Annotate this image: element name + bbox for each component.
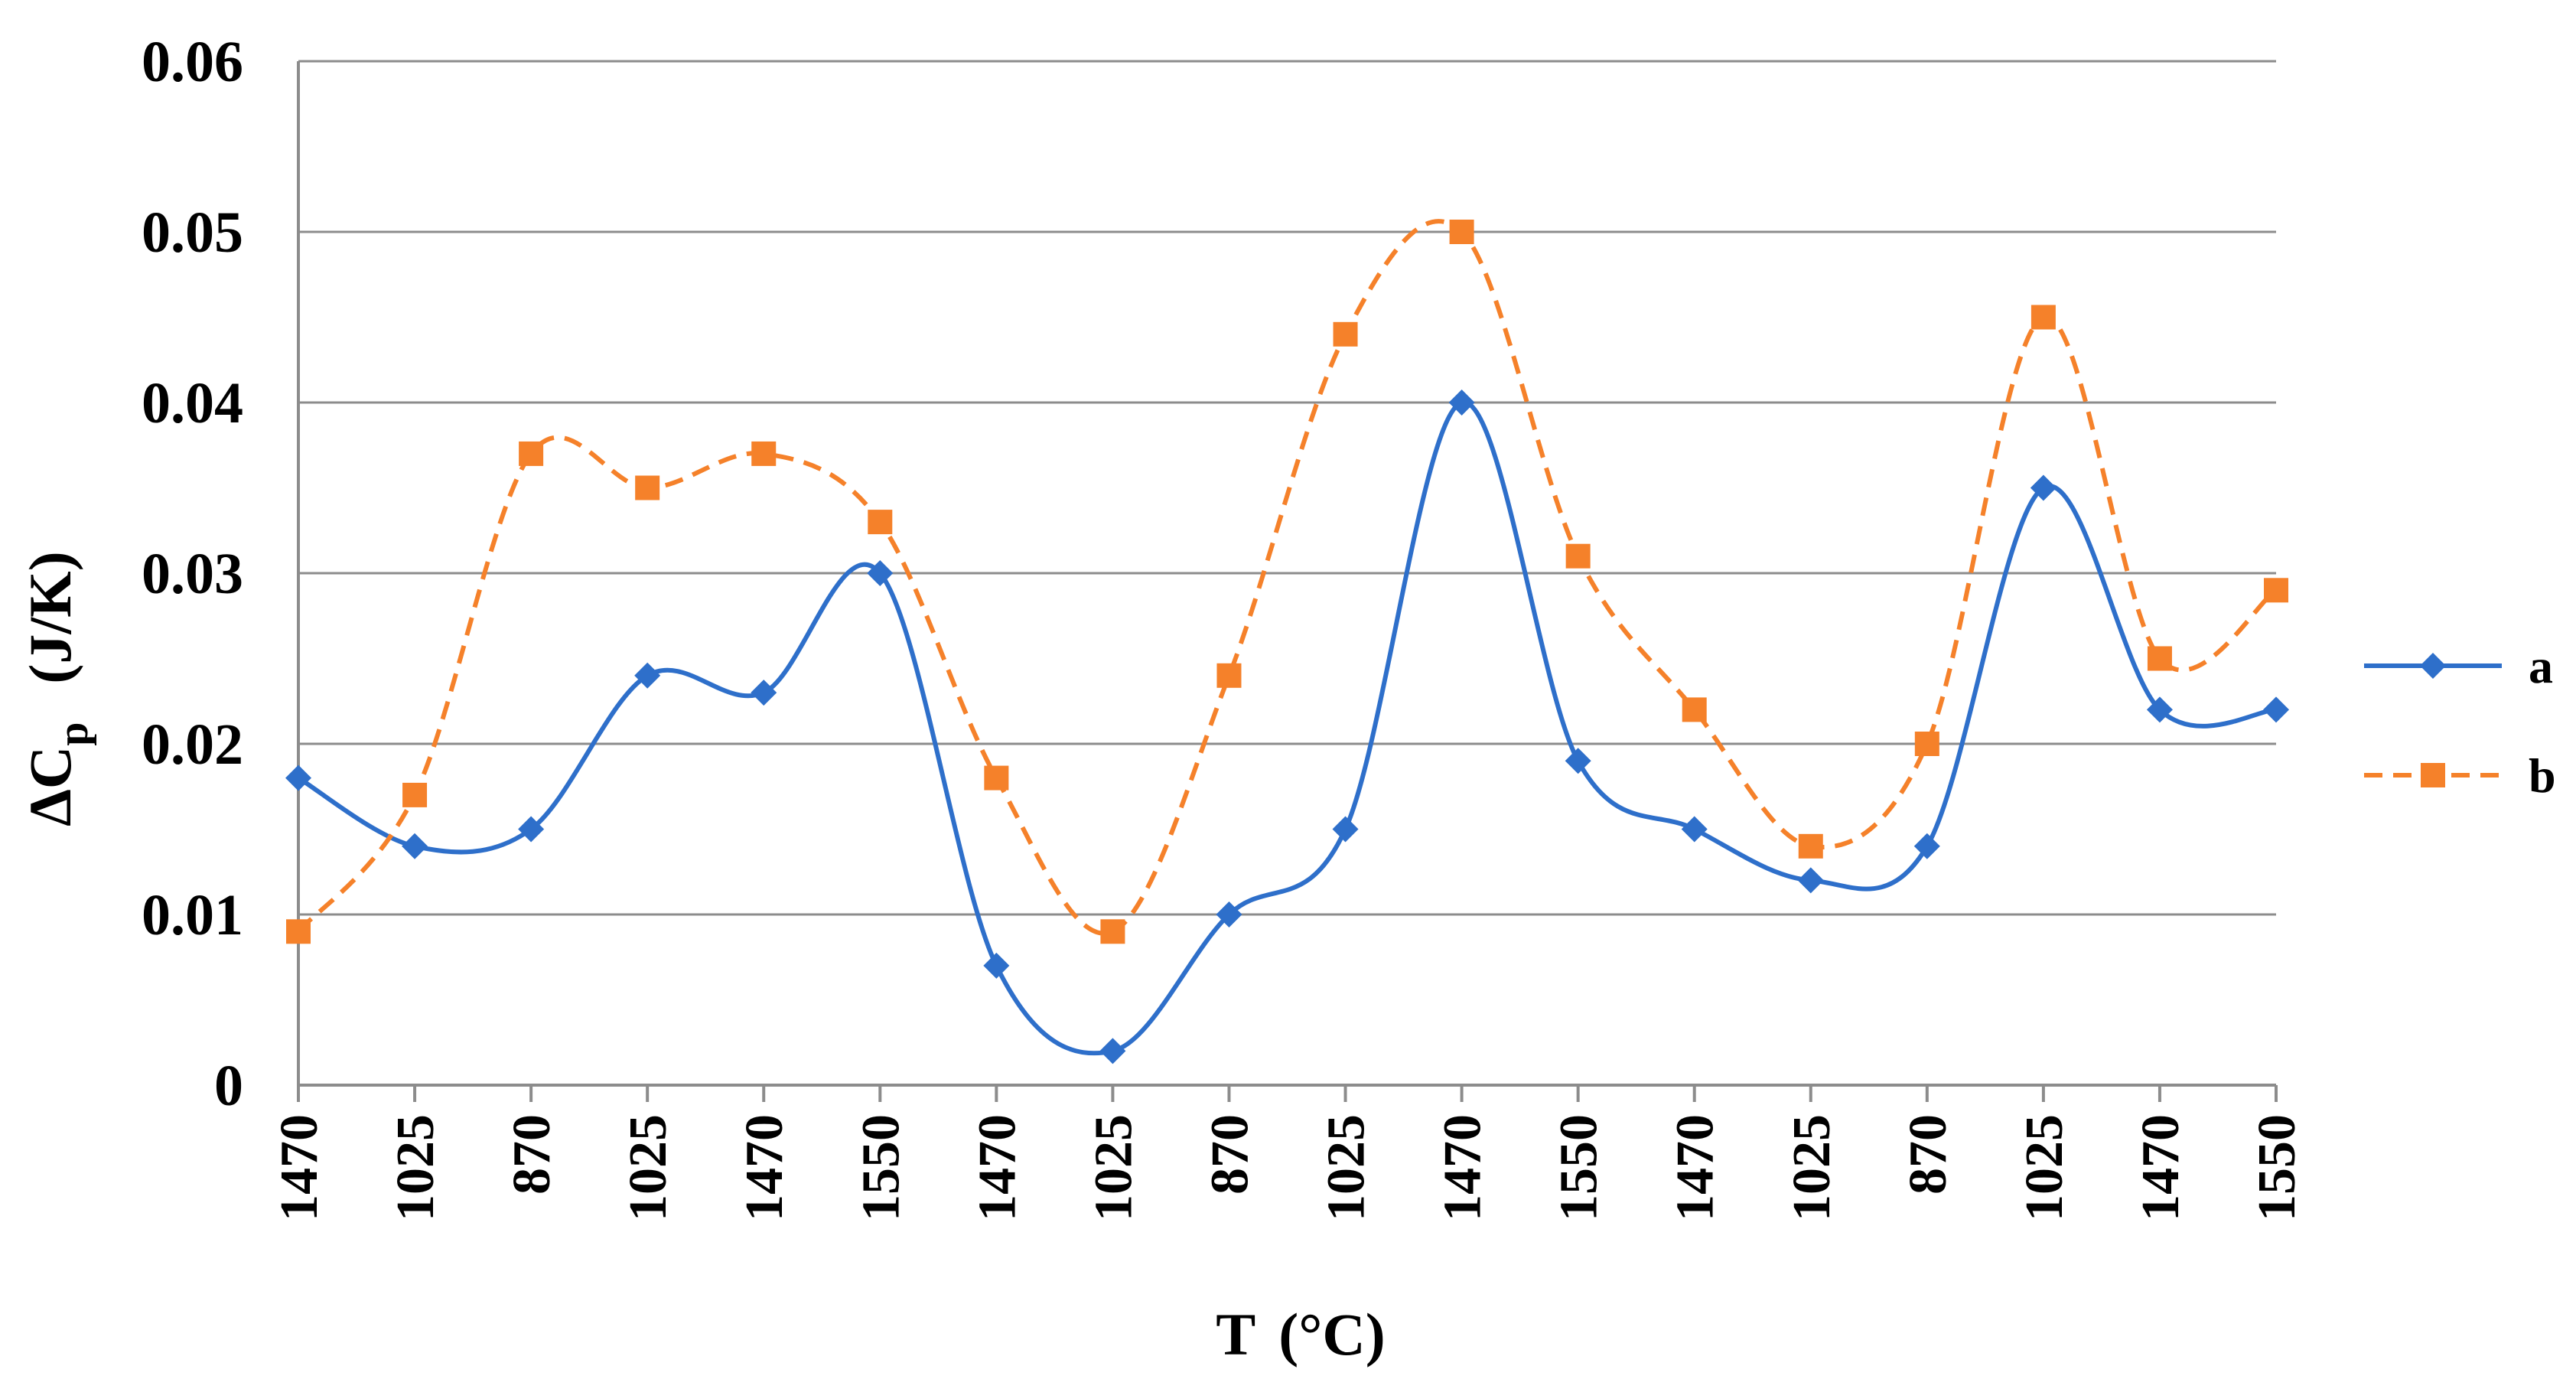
x-tick-label: 1025 [2015,1114,2074,1221]
y-tick-label: 0.03 [142,542,243,606]
x-tick-label: 1470 [735,1114,794,1221]
legend-marker [2421,763,2445,787]
x-tick-labels: 1470 1025 870 1025 1470 1550 1470 1025 870 1025 14… [270,1085,2307,1221]
x-tick-label: 1550 [2248,1114,2307,1221]
x-tick-label: 1470 [1666,1114,1725,1221]
x-tick-label: 1550 [852,1114,910,1221]
y-tick-label: 0 [214,1054,243,1118]
data-point-a [634,662,661,689]
legend-label: b [2529,748,2556,803]
data-point-a [285,764,311,791]
y-axis-symbol: ΔC [17,746,83,826]
data-point-b [1100,919,1125,944]
data-point-b [286,919,311,944]
data-point-a [1332,816,1359,843]
data-point-b [984,765,1009,791]
y-axis-title: ΔCp (J/K) [17,551,97,826]
data-point-b [1216,663,1242,688]
data-point-a [1216,901,1242,927]
data-point-a [2263,696,2289,723]
data-point-b [2031,305,2056,330]
gridlines [298,60,2276,916]
y-axis-unit: (J/K) [17,551,83,683]
axes [297,61,2276,1087]
y-tick-label: 0.04 [142,371,243,435]
x-tick-label: 870 [1899,1114,1958,1195]
data-point-a [1448,390,1475,416]
data-point-b [1565,543,1591,569]
x-tick-label: 1025 [386,1114,445,1221]
data-point-a [867,560,894,586]
x-tick-label: 1470 [2131,1114,2190,1221]
data-point-a [1797,867,1824,894]
data-point-a [1913,833,1940,859]
data-point-a [1681,816,1708,843]
x-tick-label: 870 [503,1114,562,1195]
y-tick-label: 0.01 [142,883,243,947]
data-point-b [2147,646,2172,671]
data-point-a [1099,1038,1126,1064]
data-point-a [1565,748,1591,774]
data-point-b [1914,732,1939,756]
data-point-a [751,680,777,706]
data-point-b [519,441,544,466]
data-point-a [518,816,545,843]
x-axis-symbol: T [1216,1301,1255,1368]
data-point-a [2030,474,2057,501]
series-a [285,390,2289,1064]
x-tick-label: 1025 [619,1114,678,1221]
y-tick-label: 0.06 [142,30,243,94]
x-tick-label: 1470 [270,1114,329,1221]
x-tick-label: 870 [1200,1114,1259,1195]
data-point-b [1333,321,1358,347]
legend-marker [2420,653,2446,679]
data-point-b [1798,833,1823,859]
x-tick-label: 1025 [1084,1114,1143,1221]
y-tick-label: 0.05 [142,200,243,265]
data-point-a [2146,696,2173,723]
series-b [286,219,2288,944]
x-tick-label: 1470 [1434,1114,1493,1221]
x-tick-label: 1025 [1317,1114,1376,1221]
y-axis-subscript: p [50,722,97,746]
legend-entry-a: a [2364,639,2553,693]
x-tick-label: 1025 [1783,1114,1842,1221]
data-point-b [2264,578,2288,603]
legend-label: a [2529,639,2553,693]
x-axis-unit: (°C) [1278,1301,1385,1368]
y-tick-labels: 0 0.01 0.02 0.03 0.04 0.05 0.06 [142,30,243,1118]
data-point-a [402,833,428,859]
data-point-b [868,510,893,535]
x-tick-label: 1470 [968,1114,1027,1221]
series-line-b [296,219,2278,936]
data-point-b [1682,697,1707,722]
data-point-b [751,441,777,466]
data-point-a [983,952,1010,979]
data-point-b [635,475,660,500]
x-axis-title: T (°C) [1216,1301,1386,1368]
y-tick-label: 0.02 [142,712,243,777]
legend-entry-b: b [2364,748,2556,803]
series-layer [285,219,2289,1064]
x-tick-label: 1550 [1550,1114,1609,1221]
data-point-b [1449,220,1474,244]
data-point-b [402,782,428,807]
legend: ab [2364,639,2556,803]
